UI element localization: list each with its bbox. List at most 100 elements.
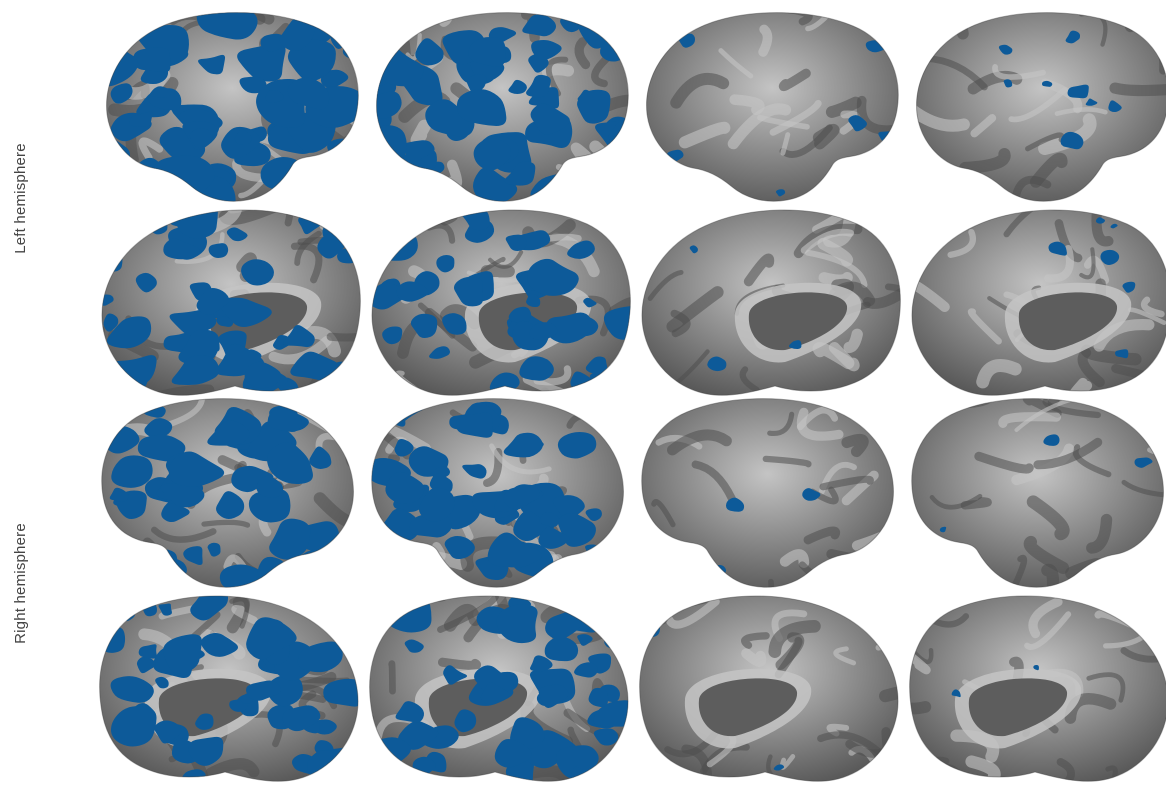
activation-cluster <box>101 556 143 588</box>
activation-cluster <box>538 684 569 708</box>
activation-cluster <box>1122 281 1136 293</box>
activation-cluster <box>454 709 477 733</box>
activation-cluster <box>527 258 579 296</box>
activation-cluster <box>552 495 585 520</box>
activation-cluster <box>216 491 245 520</box>
activation-cluster <box>144 418 173 439</box>
activation-cluster <box>163 238 200 260</box>
activation-cluster <box>555 745 599 779</box>
activation-cluster <box>190 595 229 621</box>
activation-cluster <box>324 402 350 422</box>
activation-cluster <box>466 74 487 94</box>
activation-cluster <box>494 738 532 768</box>
activation-cluster <box>570 371 592 391</box>
activation-cluster <box>106 316 152 349</box>
activation-cluster <box>111 455 153 488</box>
activation-cluster <box>1060 131 1084 150</box>
activation-cluster <box>832 189 842 196</box>
activation-cluster <box>444 536 475 560</box>
brain-panel-left-medial-3 <box>635 202 905 400</box>
brain-surface-left-lateral <box>916 12 1166 202</box>
activation-cluster <box>152 176 185 201</box>
activation-cluster <box>603 306 631 340</box>
activation-cluster <box>171 355 220 385</box>
brain-surface-right-medial <box>369 595 629 782</box>
activation-cluster <box>177 209 219 239</box>
activation-cluster <box>101 237 116 250</box>
activation-cluster <box>695 211 709 225</box>
activation-cluster <box>456 89 507 126</box>
activation-cluster <box>557 431 597 459</box>
brain-surface-right-medial <box>639 595 899 782</box>
activation-cluster <box>216 316 234 327</box>
activation-cluster <box>196 288 230 315</box>
activation-cluster <box>429 346 450 359</box>
activation-cluster <box>725 497 745 512</box>
brain-surface-left-lateral <box>106 12 359 202</box>
activation-cluster <box>473 138 512 171</box>
activation-cluster <box>503 432 543 458</box>
activation-cluster <box>539 512 559 527</box>
brain-panel-left-lateral-2 <box>365 6 635 204</box>
activation-cluster <box>530 103 570 135</box>
activation-cluster <box>401 140 435 163</box>
activation-cluster <box>283 324 315 348</box>
activation-cluster <box>1003 79 1013 88</box>
activation-cluster <box>207 542 221 557</box>
activation-cluster <box>99 626 126 653</box>
activation-cluster <box>1110 223 1118 229</box>
activation-cluster <box>309 446 332 469</box>
activation-cluster <box>269 518 311 560</box>
activation-cluster <box>522 14 557 37</box>
activation-cluster <box>188 736 224 766</box>
brain-surface-right-lateral <box>911 398 1164 588</box>
activation-cluster <box>385 471 425 504</box>
activation-cluster <box>585 544 601 556</box>
activation-cluster <box>267 407 302 432</box>
brain-surface-left-medial <box>101 209 361 396</box>
activation-cluster <box>320 69 349 89</box>
brain-panel-left-medial-4 <box>905 202 1166 400</box>
activation-cluster <box>297 641 343 673</box>
activation-cluster <box>510 717 545 750</box>
activation-cluster <box>508 306 532 324</box>
brain-panel-left-medial-1 <box>95 202 365 400</box>
activation-cluster <box>998 44 1013 55</box>
activation-cluster <box>567 240 595 259</box>
activation-cluster <box>775 189 786 197</box>
activation-cluster <box>689 245 698 254</box>
activation-cluster <box>110 676 154 703</box>
activation-cluster <box>339 430 354 445</box>
activation-cluster <box>189 128 213 148</box>
left-hemisphere-label: Left hemisphere <box>11 143 29 254</box>
activation-cluster <box>248 488 291 523</box>
brain-panel-left-lateral-1 <box>95 6 365 204</box>
activation-cluster <box>287 39 336 82</box>
activation-cluster <box>1100 249 1120 265</box>
activation-cluster <box>168 451 225 487</box>
activation-cluster <box>392 12 423 32</box>
activation-cluster <box>398 721 439 750</box>
activation-cluster <box>920 46 931 53</box>
brain-panel-right-medial-3 <box>635 588 905 786</box>
activation-cluster <box>323 678 359 707</box>
brain-panel-right-lateral-2 <box>365 392 635 590</box>
activation-cluster <box>101 294 114 306</box>
activation-cluster <box>208 243 229 259</box>
activation-cluster <box>545 608 584 640</box>
activation-cluster <box>529 322 558 341</box>
activation-cluster <box>109 487 129 502</box>
activation-cluster <box>531 39 562 60</box>
activation-cluster <box>610 232 623 243</box>
activation-cluster <box>135 272 157 293</box>
activation-cluster <box>246 680 282 701</box>
activation-cluster <box>328 209 349 229</box>
activation-cluster <box>1134 457 1153 468</box>
activation-cluster <box>1095 217 1105 224</box>
row-group-label-right: Right hemisphere <box>0 391 40 776</box>
activation-cluster <box>380 540 421 566</box>
activation-cluster <box>106 12 141 35</box>
activation-cluster <box>595 12 629 34</box>
activation-cluster <box>939 526 947 533</box>
activation-cluster <box>1155 425 1164 437</box>
